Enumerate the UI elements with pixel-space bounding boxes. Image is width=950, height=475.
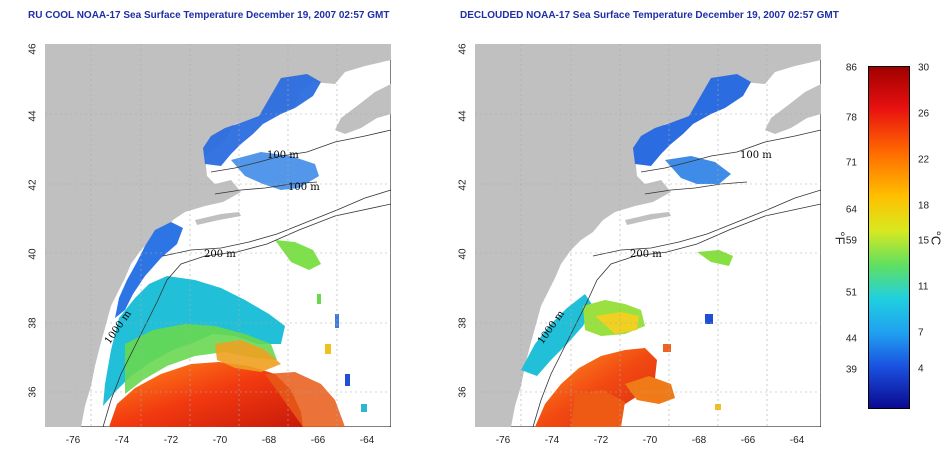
gulf-stream-warm [109,362,303,427]
colorbar-f-tick: 39 [845,364,857,376]
contour-200m [592,189,821,257]
right-lon-tick: -76 [495,435,511,446]
right-lat-tick: 42 [457,179,469,191]
warm-east-patch [625,376,675,404]
right-sst-map [475,44,821,427]
right-map-title: DECLOUDED NOAA-17 Sea Surface Temperatur… [460,10,839,21]
colorbar-c-tick: 15 [918,235,930,247]
contour-100m-b [214,181,318,195]
right-contour-label-100m: 100 m [740,150,772,161]
contour-1000m [532,203,821,427]
shelf-slope-green [275,240,321,270]
colorbar-celsius-unit: °C [928,230,944,246]
nova-scotia-land [765,84,821,134]
gulf-of-maine-cold [203,74,321,166]
left-contour-label-200m: 200 m [204,249,236,260]
contour-100m [640,129,821,173]
left-lon-tick: -72 [163,435,179,446]
left-contour-label-100m-b: 100 m [288,182,320,193]
contour-200m [162,189,391,257]
colorbar-c-tick: 30 [918,62,930,74]
left-lat-tick: 36 [27,386,39,398]
long-island-land [625,212,671,225]
temperature-colorbar [868,66,910,409]
shelf-slope-green [697,250,733,266]
left-lon-tick: -76 [65,435,81,446]
right-lon-tick: -70 [642,435,658,446]
right-contour-label-200m: 200 m [630,249,662,260]
right-lat-tick: 38 [457,317,469,329]
right-lon-tick: -66 [740,435,756,446]
right-lon-tick: -74 [544,435,560,446]
left-lon-tick: -66 [310,435,326,446]
shelf-cold [115,222,183,318]
land-mass [45,44,391,427]
land-mass [475,44,821,427]
colorbar-c-tick: 4 [918,363,924,375]
right-lat-tick: 40 [457,248,469,260]
warm-eddy [215,340,281,372]
gulf-stream-warm [535,348,657,427]
colorbar-fahrenheit-unit: °F [832,231,848,245]
left-lon-tick: -70 [212,435,228,446]
right-lon-tick: -64 [789,435,805,446]
colorbar-f-tick: 86 [845,62,857,74]
left-lat-tick: 38 [27,317,39,329]
colorbar-f-tick: 44 [845,333,857,345]
colorbar-c-tick: 26 [918,108,930,120]
colorbar-c-tick: 18 [918,200,930,212]
right-lat-tick: 46 [457,43,469,55]
colorbar-c-tick: 7 [918,327,924,339]
left-lat-tick: 46 [27,43,39,55]
left-lon-tick: -64 [359,435,375,446]
contour-100m-b [644,181,748,195]
left-lon-tick: -74 [114,435,130,446]
right-lat-tick: 36 [457,386,469,398]
colorbar-f-tick: 78 [845,112,857,124]
gulf-of-maine-cold [633,74,751,166]
long-island-land [195,212,241,225]
left-lat-tick: 44 [27,110,39,122]
contour-1000m [102,203,391,427]
right-lat-tick: 44 [457,110,469,122]
south-warm-patch [571,390,625,427]
left-contour-label-100m: 100 m [267,150,299,161]
contour-100m [210,129,391,173]
left-lon-tick: -68 [261,435,277,446]
colorbar-f-tick: 51 [845,287,857,299]
warm-east [265,372,345,427]
right-lon-tick: -68 [691,435,707,446]
right-lon-tick: -72 [593,435,609,446]
colorbar-c-tick: 22 [918,154,930,166]
colorbar-c-tick: 11 [918,281,929,293]
left-map-title: RU COOL NOAA-17 Sea Surface Temperature … [28,10,390,21]
georges-bank-cold [665,156,731,184]
nova-scotia-land [335,84,391,134]
left-sst-map [45,44,391,427]
left-lat-tick: 42 [27,179,39,191]
colorbar-f-tick: 64 [845,204,857,216]
colorbar-f-tick: 71 [845,157,857,169]
colorbar-f-tick: 59 [845,235,857,247]
georges-bank-cold [231,152,319,190]
left-lat-tick: 40 [27,248,39,260]
shelf-cyan [521,294,593,376]
